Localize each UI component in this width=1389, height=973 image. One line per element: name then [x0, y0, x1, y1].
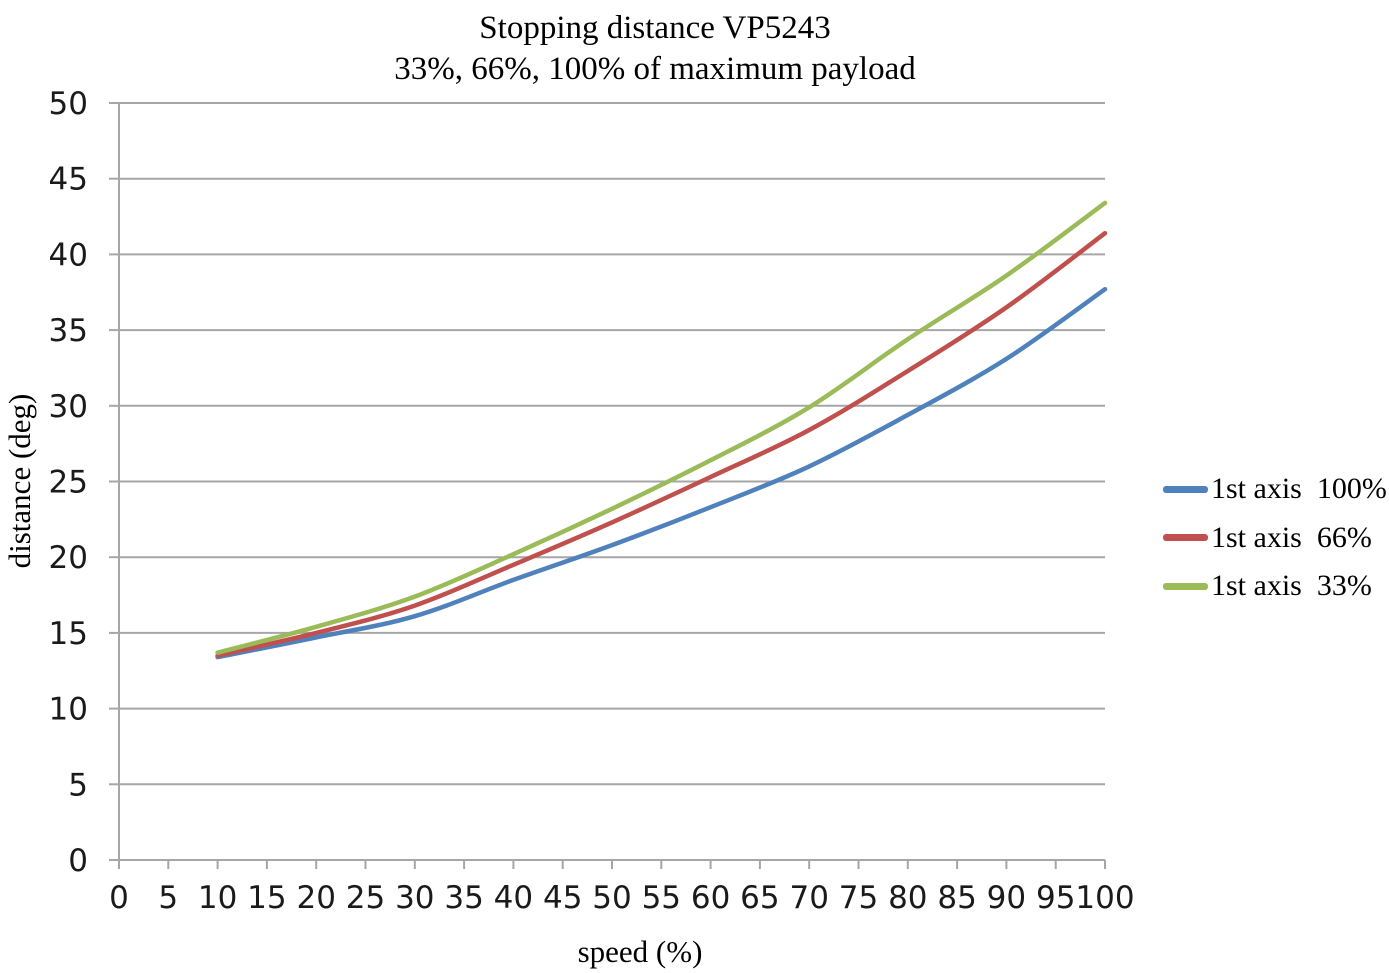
y-tick-label: 10: [49, 692, 88, 728]
x-tick-label: 65: [740, 880, 779, 916]
x-tick-label: 45: [543, 880, 582, 916]
legend-swatch-line: [1163, 534, 1208, 542]
x-tick-label: 30: [395, 880, 434, 916]
legend-swatch-line: [1163, 582, 1208, 590]
x-tick-labels: 0 5 10 15 20 25 30 35 40 45 50 55 60 65 70 75 80 85 90 95 10…: [109, 880, 1134, 916]
x-tick-label: 10: [198, 880, 237, 916]
legend-label: 1st axis 100%: [1211, 472, 1387, 506]
x-tick-label: 15: [247, 880, 286, 916]
y-tick-label: 25: [49, 465, 88, 501]
x-tick-label: 5: [158, 880, 178, 916]
y-tick-label: 20: [49, 540, 88, 576]
x-tick-label: 75: [839, 880, 878, 916]
x-axis-title: speed (%): [577, 934, 703, 969]
y-tick-label: 45: [49, 162, 88, 198]
series-line-0: [215, 286, 1108, 660]
x-tick-label: 55: [642, 880, 681, 916]
legend-swatch-line: [1163, 485, 1208, 493]
x-tick-label: 25: [346, 880, 385, 916]
legend-item: 1st axis 100%: [1163, 465, 1387, 514]
tick-marks: [109, 102, 1106, 869]
x-tick-label: 35: [444, 880, 483, 916]
x-tick-label: 90: [987, 880, 1026, 916]
x-tick-label: 100: [1075, 880, 1134, 916]
x-tick-label: 95: [1036, 880, 1075, 916]
series-line-1: [215, 230, 1108, 658]
y-tick-label: 40: [49, 237, 88, 273]
x-tick-label: 40: [494, 880, 533, 916]
legend-label: 1st axis 66%: [1211, 520, 1372, 554]
y-tick-label: 15: [49, 616, 88, 652]
legend-label: 1st axis 33%: [1211, 569, 1372, 603]
y-tick-label: 0: [68, 843, 88, 879]
y-tick-label: 35: [49, 313, 88, 349]
x-tick-label: 50: [592, 880, 631, 916]
chart-title-block: Stopping distance VP5243 33%, 66%, 100% …: [0, 8, 1310, 90]
y-tick-label: 50: [49, 86, 88, 122]
y-tick-label: 30: [49, 389, 88, 425]
legend-item: 1st axis 33%: [1163, 562, 1387, 611]
y-axis-title: distance (deg): [2, 393, 37, 569]
x-tick-label: 85: [937, 880, 976, 916]
x-tick-label: 0: [109, 880, 129, 916]
chart-subtitle: 33%, 66%, 100% of maximum payload: [394, 51, 916, 87]
series-line-2: [215, 200, 1108, 655]
x-tick-label: 20: [296, 880, 335, 916]
legend-item: 1st axis 66%: [1163, 514, 1387, 563]
x-tick-label: 70: [789, 880, 828, 916]
legend: 1st axis 100% 1st axis 66% 1st axis 33%: [1163, 465, 1387, 611]
chart-title: Stopping distance VP5243: [479, 10, 831, 46]
x-tick-label: 80: [888, 880, 927, 916]
y-tick-label: 5: [68, 767, 88, 803]
axes: [109, 103, 1105, 869]
y-tick-labels: 0 5 10 15 20 25 30 35 40 45 50: [49, 86, 88, 879]
x-tick-label: 60: [691, 880, 730, 916]
series-lines: [215, 200, 1108, 660]
gridlines: [119, 102, 1105, 786]
